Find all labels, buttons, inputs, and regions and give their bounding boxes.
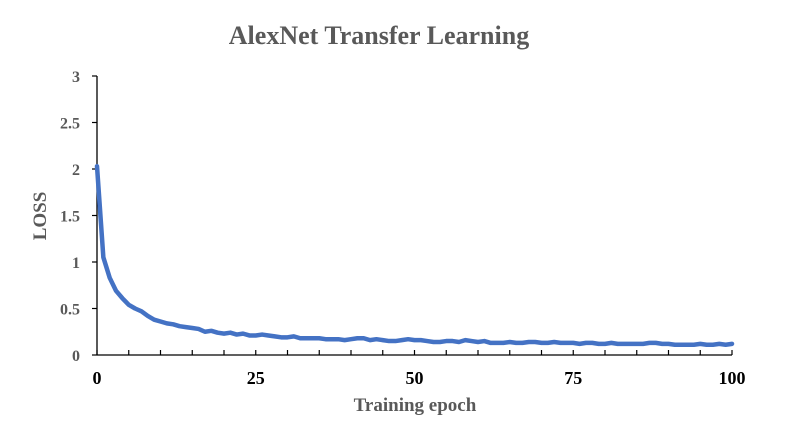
x-axis-label: Training epoch	[354, 395, 477, 416]
x-tick-label: 75	[564, 368, 582, 388]
y-axis-label: LOSS	[30, 192, 51, 241]
y-tick-label: 2	[72, 162, 80, 179]
x-tick-label: 0	[93, 368, 102, 388]
x-axis-ticks: 0 25 50 75 100	[93, 350, 746, 388]
x-tick-label: 25	[247, 368, 265, 388]
y-tick-label: 1	[72, 255, 80, 272]
x-tick-label: 50	[406, 368, 424, 388]
y-tick-label: 0.5	[60, 302, 80, 319]
y-tick-label: 1.5	[60, 209, 80, 226]
loss-series-line	[94, 163, 735, 348]
y-axis-ticks: 0 0.5 1 1.5 2 2.5 3	[60, 69, 97, 365]
y-tick-label: 3	[72, 69, 80, 86]
y-tick-label: 0	[72, 348, 80, 365]
chart-title: AlexNet Transfer Learning	[229, 21, 529, 50]
x-tick-label: 100	[719, 368, 746, 388]
y-tick-label: 2.5	[60, 116, 80, 133]
